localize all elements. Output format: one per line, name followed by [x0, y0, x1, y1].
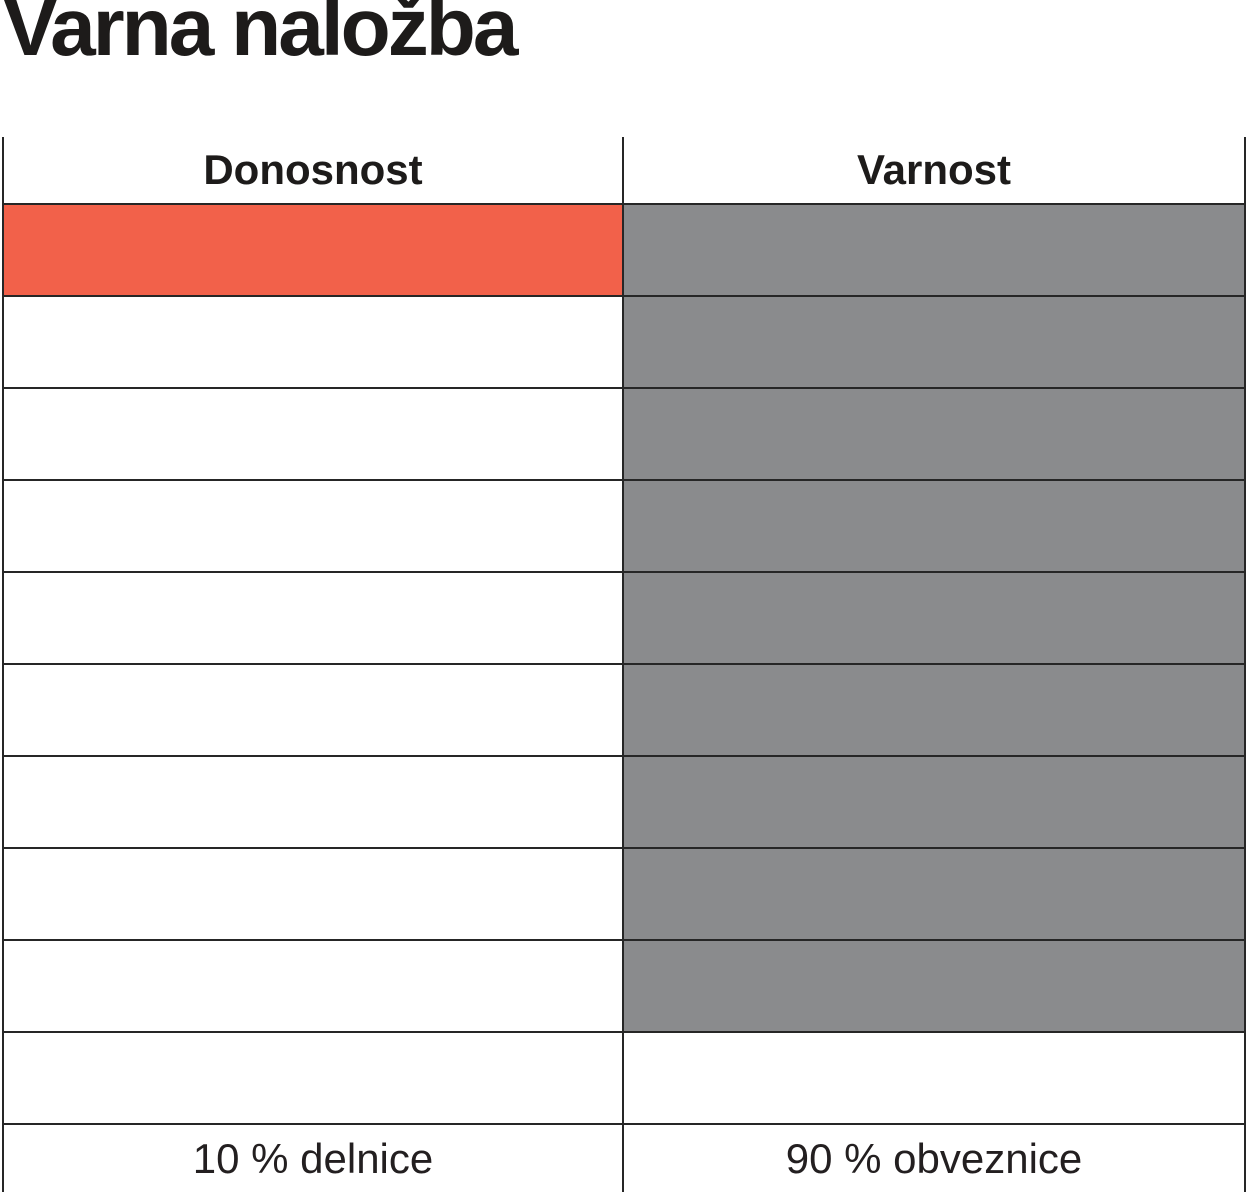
varnost-cell [624, 757, 1244, 847]
table-row [4, 663, 1244, 755]
column-header-donosnost: Donosnost [4, 137, 624, 203]
varnost-cell [624, 1033, 1244, 1123]
donosnost-cell [4, 481, 624, 571]
allocation-chart-table: Donosnost Varnost 10 % delnice 90 % obve… [2, 137, 1246, 1192]
footer-label-obveznice: 90 % obveznice [785, 1134, 1083, 1182]
table-row [4, 939, 1244, 1031]
table-row [4, 755, 1244, 847]
varnost-cell [624, 297, 1244, 387]
table-footer-row: 10 % delnice 90 % obveznice [4, 1123, 1244, 1192]
varnost-cell [624, 481, 1244, 571]
varnost-cell [624, 849, 1244, 939]
table-row [4, 571, 1244, 663]
varnost-cell [624, 205, 1244, 295]
varnost-cell [624, 573, 1244, 663]
varnost-cell [624, 665, 1244, 755]
table-row [4, 203, 1244, 295]
table-row [4, 295, 1244, 387]
donosnost-cell [4, 389, 624, 479]
column-header-varnost: Varnost [856, 146, 1012, 193]
table-row [4, 479, 1244, 571]
page-title: Varna naložba [3, 0, 518, 73]
donosnost-cell [4, 297, 624, 387]
varnost-cell [624, 941, 1244, 1031]
varnost-cell [624, 389, 1244, 479]
donosnost-cell [4, 665, 624, 755]
donosnost-cell [4, 1033, 624, 1123]
table-body [4, 203, 1244, 1123]
table-row [4, 387, 1244, 479]
donosnost-cell [4, 941, 624, 1031]
footer-label-delnice: 10 % delnice [4, 1125, 624, 1192]
donosnost-cell [4, 757, 624, 847]
donosnost-cell [4, 573, 624, 663]
table-row [4, 847, 1244, 939]
table-header-row: Donosnost Varnost [4, 137, 1244, 203]
donosnost-cell [4, 849, 624, 939]
table-row [4, 1031, 1244, 1123]
donosnost-cell [4, 205, 624, 295]
